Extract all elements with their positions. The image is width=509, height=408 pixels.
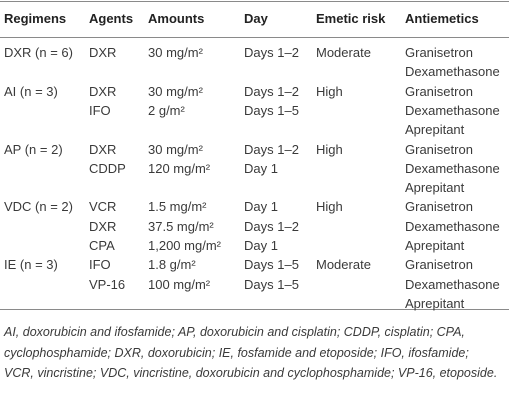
header-cell: Agents <box>89 11 134 26</box>
amount: 1.5 mg/m² <box>148 199 207 215</box>
footnote: AI, doxorubicin and ifosfamide; AP, doxo… <box>4 325 498 380</box>
antiemetic: Granisetron <box>405 45 473 60</box>
amount: 100 mg/m² <box>148 276 211 292</box>
agent: DXR <box>89 141 117 157</box>
regimen: AI (n = 3) <box>4 83 58 99</box>
agent: CPA <box>89 238 115 253</box>
agent: IFO <box>89 257 111 273</box>
amount: 30 mg/m² <box>148 45 203 60</box>
antiemetic: Dexamethasone <box>405 102 500 118</box>
antiemetic: Dexamethasone <box>405 64 500 80</box>
bottom-rule <box>0 309 509 310</box>
day: Days 1–2 <box>244 45 299 60</box>
antiemetic: Dexamethasone <box>405 218 500 234</box>
emetic-risk: High <box>316 83 343 99</box>
antiemetic: Dexamethasone <box>405 276 500 292</box>
amount: 37.5 mg/m² <box>148 218 214 234</box>
day: Day 1 <box>244 160 278 176</box>
agent: VP-16 <box>89 276 126 292</box>
agent: DXR <box>89 83 117 99</box>
antiemetic: Granisetron <box>405 257 473 273</box>
regimen: VDC (n = 2) <box>4 199 73 215</box>
emetic-risk: High <box>316 141 343 157</box>
day: Days 1–5 <box>244 276 299 292</box>
antiemetic: Aprepitant <box>405 122 465 138</box>
antiemetic: Granisetron <box>405 83 473 99</box>
amount: 120 mg/m² <box>148 160 211 176</box>
day: Days 1–2 <box>244 141 299 157</box>
antiemetic: Dexamethasone <box>405 160 500 176</box>
emetic-risk: Moderate <box>316 257 371 273</box>
header-rule <box>0 37 509 38</box>
amount: 30 mg/m² <box>148 141 203 157</box>
day: Day 1 <box>244 238 278 253</box>
emetic-risk: Moderate <box>316 45 371 60</box>
emetic-risk: High <box>316 199 343 215</box>
agent: IFO <box>89 102 111 118</box>
day: Days 1–5 <box>244 257 299 273</box>
amount: 30 mg/m² <box>148 83 203 99</box>
day: Days 1–2 <box>244 83 299 99</box>
amount: 1.8 g/m² <box>148 257 196 273</box>
amount: 1,200 mg/m² <box>148 238 221 253</box>
header-cell: Day <box>244 11 268 26</box>
top-rule <box>0 1 509 2</box>
header-cell: Emetic risk <box>316 11 386 26</box>
day: Days 1–5 <box>244 102 299 118</box>
header-cell: Regimens <box>4 11 67 26</box>
agent: DXR <box>89 218 117 234</box>
header-cell: Antiemetics <box>405 11 479 26</box>
amount: 2 g/m² <box>148 102 185 118</box>
agent: CDDP <box>89 160 126 176</box>
antiemetic: Aprepitant <box>405 180 465 196</box>
regimen: DXR (n = 6) <box>4 45 73 60</box>
antiemetic: Granisetron <box>405 141 473 157</box>
agent: VCR <box>89 199 117 215</box>
day: Day 1 <box>244 199 278 215</box>
header-cell: Amounts <box>148 11 205 26</box>
antiemetic: Aprepitant <box>405 238 465 253</box>
day: Days 1–2 <box>244 218 299 234</box>
agent: DXR <box>89 45 117 60</box>
antiemetic: Aprepitant <box>405 295 465 311</box>
regimen: IE (n = 3) <box>4 257 58 273</box>
regimen: AP (n = 2) <box>4 141 63 157</box>
antiemetic: Granisetron <box>405 199 473 215</box>
